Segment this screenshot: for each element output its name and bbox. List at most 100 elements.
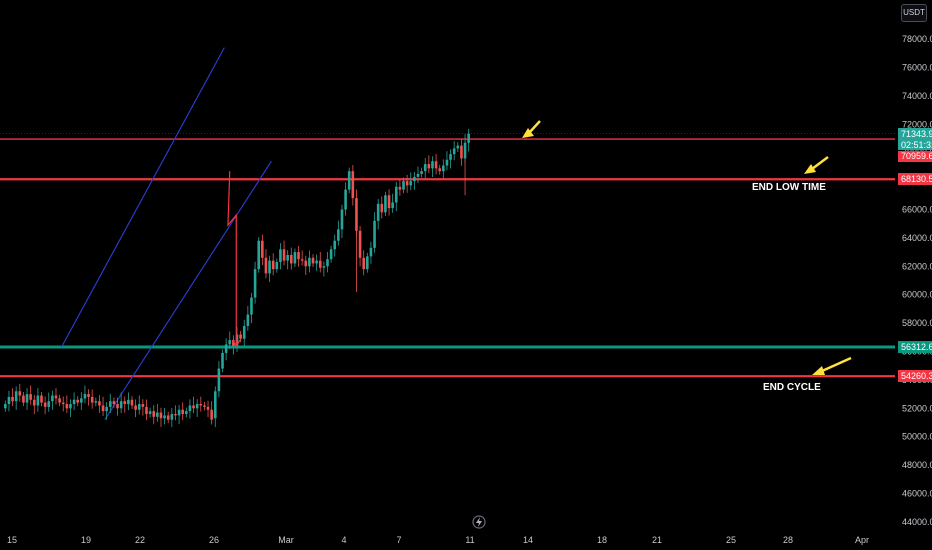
time-tick-label: Apr <box>855 535 869 545</box>
time-tick-label: 26 <box>209 535 219 545</box>
time-tick-label: 14 <box>523 535 533 545</box>
candle-body <box>282 249 286 261</box>
candle-body <box>445 159 449 166</box>
candle-body <box>456 145 460 149</box>
candle-body <box>416 174 420 177</box>
candle-body <box>119 401 123 409</box>
projection-path <box>227 171 241 347</box>
price-tick-label: 44000.00 <box>902 517 932 527</box>
candle-body <box>246 314 250 326</box>
candle-body <box>101 405 105 412</box>
candle-body <box>286 254 289 261</box>
candle-body <box>192 405 195 409</box>
price-tick-label: 74000.00 <box>902 91 932 101</box>
candle-body <box>228 340 232 345</box>
candle-body <box>11 396 14 402</box>
svg-text:02:51:31: 02:51:31 <box>901 140 932 150</box>
candle-body <box>413 176 416 182</box>
candle-body <box>166 415 170 420</box>
badge-countdown: 02:51:31 <box>898 140 932 150</box>
candle-body <box>98 401 101 406</box>
candle-body <box>362 257 365 270</box>
candle-body <box>36 395 40 406</box>
projection-line <box>227 171 237 346</box>
candle-body <box>264 257 268 274</box>
horizontal-levels <box>0 133 895 378</box>
candle-body <box>434 161 438 169</box>
currency-button[interactable]: USDT <box>901 4 927 22</box>
candle-body <box>87 394 90 397</box>
price-tick-label: 58000.00 <box>902 318 932 328</box>
badge-last-price: 71343.99 <box>898 128 932 140</box>
candle-body <box>152 411 156 417</box>
candle-body <box>369 247 373 257</box>
channel-line-upper <box>60 47 225 348</box>
time-tick-label: 21 <box>652 535 662 545</box>
candle-body <box>297 252 300 260</box>
candle-body <box>156 412 159 417</box>
candle-body <box>293 252 297 264</box>
candle-body <box>61 402 65 405</box>
candle-body <box>65 404 69 409</box>
time-tick-label: 19 <box>81 535 91 545</box>
time-tick-label: 4 <box>341 535 346 545</box>
candle-body <box>69 404 72 409</box>
price-tick-label: 64000.00 <box>902 233 932 243</box>
candle-body <box>217 368 221 392</box>
time-tick-label: 18 <box>597 535 607 545</box>
price-tick-label: 46000.00 <box>902 489 932 499</box>
candle-body <box>47 401 51 407</box>
yellow-arrow-low-time-icon <box>804 156 829 174</box>
candle-body <box>163 415 166 419</box>
candle-body <box>112 401 116 405</box>
candle-body <box>391 202 394 209</box>
candle-body <box>387 195 391 209</box>
candle-body <box>420 171 423 174</box>
candle-body <box>58 398 61 403</box>
candle-body <box>460 145 463 159</box>
badge-level-high: 70959.66 <box>898 151 932 162</box>
candle-body <box>127 399 130 405</box>
candle-body <box>221 352 224 369</box>
candle-body <box>108 401 112 407</box>
candle-body <box>449 154 452 160</box>
candle-body <box>326 259 329 267</box>
candle-body <box>380 203 384 213</box>
candle-body <box>22 395 25 403</box>
candle-body <box>90 396 94 403</box>
badge-level-support: 56312.63 <box>898 341 932 353</box>
candle-body <box>25 394 29 403</box>
candle-body <box>347 171 351 190</box>
time-tick-label: Mar <box>278 535 294 545</box>
candle-body <box>232 340 235 346</box>
svg-text:70959.66: 70959.66 <box>901 151 932 161</box>
candle-body <box>43 402 47 407</box>
candle-body <box>253 269 257 298</box>
candle-body <box>29 394 32 400</box>
candle-body <box>159 412 163 419</box>
candle-body <box>203 405 206 407</box>
candle-body <box>181 409 184 414</box>
candle-body <box>213 391 217 419</box>
time-tick-label: 11 <box>465 535 474 545</box>
candle-body <box>402 181 405 190</box>
candle-body <box>344 189 347 210</box>
price-tick-label: 62000.00 <box>902 261 932 271</box>
candle-body <box>398 186 402 190</box>
candle-body <box>210 409 213 420</box>
candle-body <box>206 406 210 410</box>
candle-body <box>271 260 275 270</box>
annotation-end-cycle: END CYCLE <box>763 382 821 393</box>
time-axis[interactable]: 15 19 22 26 Mar 4 7 11 14 18 21 25 28 Apr <box>7 535 869 545</box>
candle-body <box>80 398 83 403</box>
lightning-icon[interactable] <box>472 515 486 529</box>
yellow-arrow-end-cycle-icon <box>812 356 852 375</box>
candle-body <box>239 334 242 339</box>
candle-body <box>54 395 58 399</box>
candle-body <box>438 168 442 172</box>
candle-body <box>105 406 108 412</box>
svg-text:56312.63: 56312.63 <box>901 342 932 352</box>
candle-body <box>427 164 431 169</box>
candle-body <box>333 240 337 250</box>
